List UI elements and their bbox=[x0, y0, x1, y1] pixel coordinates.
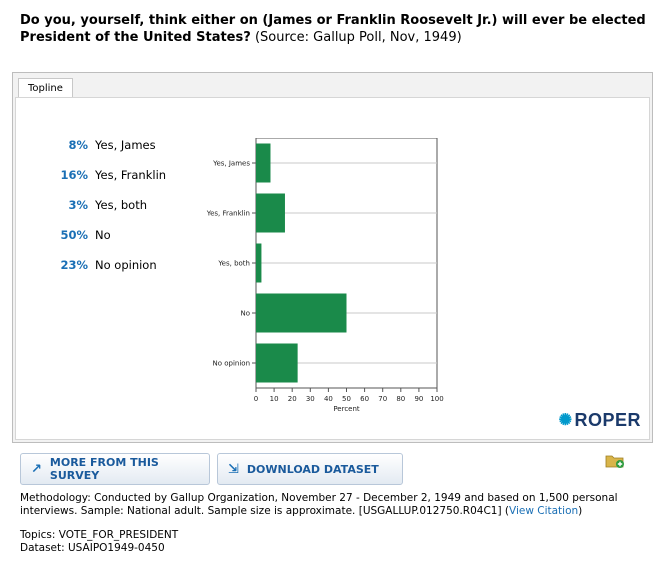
topline-row: 8% Yes, James bbox=[36, 138, 196, 168]
methodology-body: Methodology: Conducted by Gallup Organiz… bbox=[20, 492, 618, 517]
roper-logo: ✺ ROPER bbox=[559, 409, 641, 431]
topline-label: Yes, both bbox=[95, 198, 148, 212]
topline-pct: 16% bbox=[60, 168, 88, 182]
x-tick-label: 100 bbox=[430, 395, 443, 403]
topline-label: No opinion bbox=[95, 258, 157, 272]
add-folder-icon[interactable] bbox=[605, 453, 625, 469]
info-pointer-icon: ↗ bbox=[31, 461, 42, 477]
x-tick-label: 10 bbox=[270, 395, 279, 403]
more-from-survey-button[interactable]: ↗ MORE FROM THIS SURVEY bbox=[20, 453, 210, 485]
x-tick-label: 50 bbox=[342, 395, 351, 403]
topline-row: 16% Yes, Franklin bbox=[36, 168, 196, 198]
topline-row: 3% Yes, both bbox=[36, 198, 196, 228]
topline-pct: 23% bbox=[60, 258, 88, 272]
x-tick-label: 40 bbox=[324, 395, 333, 403]
y-tick-label: Yes, both bbox=[217, 260, 250, 268]
tab-topline[interactable]: Topline bbox=[18, 78, 73, 98]
topline-label: Yes, Franklin bbox=[95, 168, 167, 182]
results-panel: Topline 8% Yes, James 16% Yes, Franklin 3%… bbox=[12, 72, 653, 443]
dataset-line: Dataset: USAIPO1949-0450 bbox=[20, 542, 165, 554]
x-tick-label: 90 bbox=[414, 395, 423, 403]
topline-row: 50% No bbox=[36, 228, 196, 258]
y-tick-label: No opinion bbox=[212, 360, 250, 368]
bar bbox=[256, 143, 271, 183]
download-dataset-button[interactable]: ⇲ DOWNLOAD DATASET bbox=[217, 453, 403, 485]
question-text: Do you, yourself, think either on (James… bbox=[20, 13, 646, 45]
topline-label: Yes, James bbox=[95, 138, 156, 152]
x-tick-label: 60 bbox=[360, 395, 369, 403]
topline-pct: 8% bbox=[68, 138, 88, 152]
topline-label: No bbox=[95, 228, 111, 242]
roper-logo-text: ROPER bbox=[574, 409, 641, 430]
bar bbox=[256, 193, 285, 233]
x-axis-label: Percent bbox=[333, 405, 360, 413]
bar bbox=[256, 293, 347, 333]
y-tick-label: No bbox=[240, 310, 250, 318]
topline-pct: 50% bbox=[60, 228, 88, 242]
view-citation-link[interactable]: View Citation bbox=[509, 505, 579, 517]
x-tick-label: 80 bbox=[396, 395, 405, 403]
x-tick-label: 30 bbox=[306, 395, 315, 403]
survey-meta: Topics: VOTE_FOR_PRESIDENT Dataset: USAI… bbox=[20, 529, 178, 555]
methodology-text: Methodology: Conducted by Gallup Organiz… bbox=[20, 492, 650, 518]
y-tick-label: Yes, James bbox=[212, 160, 250, 168]
more-from-survey-label: MORE FROM THIS SURVEY bbox=[49, 456, 159, 482]
bar bbox=[256, 343, 298, 383]
bar bbox=[256, 243, 262, 283]
topline-content: 8% Yes, James 16% Yes, Franklin 3% Yes, bot… bbox=[15, 97, 650, 440]
x-tick-label: 0 bbox=[254, 395, 258, 403]
roper-burst-icon: ✺ bbox=[558, 412, 573, 429]
y-tick-label: Yes, Franklin bbox=[206, 210, 250, 218]
bar-chart: Yes, James Yes, Franklin Yes, both No No opi… bbox=[206, 138, 444, 413]
survey-question: Do you, yourself, think either on (James… bbox=[20, 12, 650, 46]
methodology-tail: ) bbox=[578, 505, 583, 517]
x-tick-label: 70 bbox=[378, 395, 387, 403]
download-icon: ⇲ bbox=[228, 461, 239, 477]
x-tick-label: 20 bbox=[288, 395, 297, 403]
topline-list: 8% Yes, James 16% Yes, Franklin 3% Yes, bot… bbox=[36, 138, 196, 288]
question-source: (Source: Gallup Poll, Nov, 1949) bbox=[254, 30, 462, 45]
topics-line: Topics: VOTE_FOR_PRESIDENT bbox=[20, 529, 179, 541]
topline-row: 23% No opinion bbox=[36, 258, 196, 288]
topline-pct: 3% bbox=[68, 198, 88, 212]
download-dataset-label: DOWNLOAD DATASET bbox=[246, 462, 379, 476]
